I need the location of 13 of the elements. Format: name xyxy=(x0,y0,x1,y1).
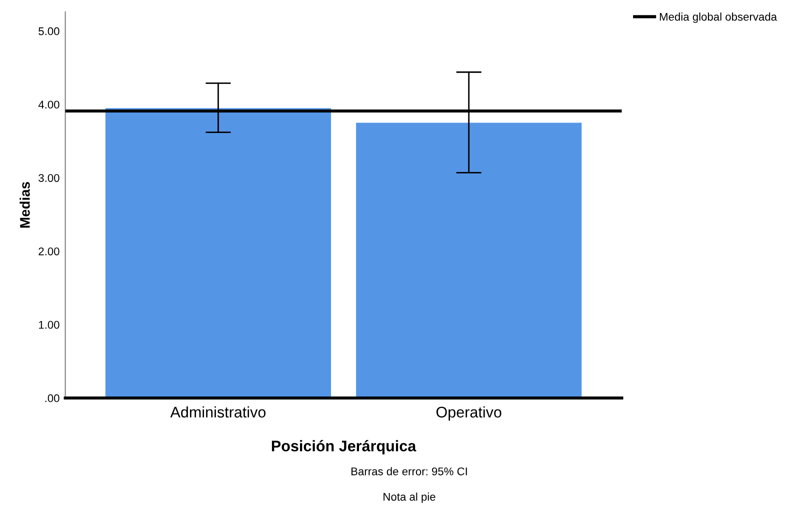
y-tick-label: 4.00 xyxy=(38,100,60,109)
x-tick-label: Operativo xyxy=(436,406,502,421)
y-tick-label: 5.00 xyxy=(38,27,60,36)
y-tick-label: 1.00 xyxy=(38,320,60,329)
text: Barras de error: 95% CI xyxy=(351,467,467,476)
y-axis-title: Medias xyxy=(20,182,30,228)
x-axis-title: Posición Jerárquica xyxy=(272,440,416,454)
text: Nota al pie xyxy=(384,492,436,503)
legend-label: Media global observada xyxy=(660,12,778,23)
x-tick-label: Administrativo xyxy=(170,406,266,418)
y-tick-label: 3.00 xyxy=(38,174,60,182)
y-tick-label: 2.00 xyxy=(38,247,60,256)
y-tick-label: .00 xyxy=(45,394,60,402)
